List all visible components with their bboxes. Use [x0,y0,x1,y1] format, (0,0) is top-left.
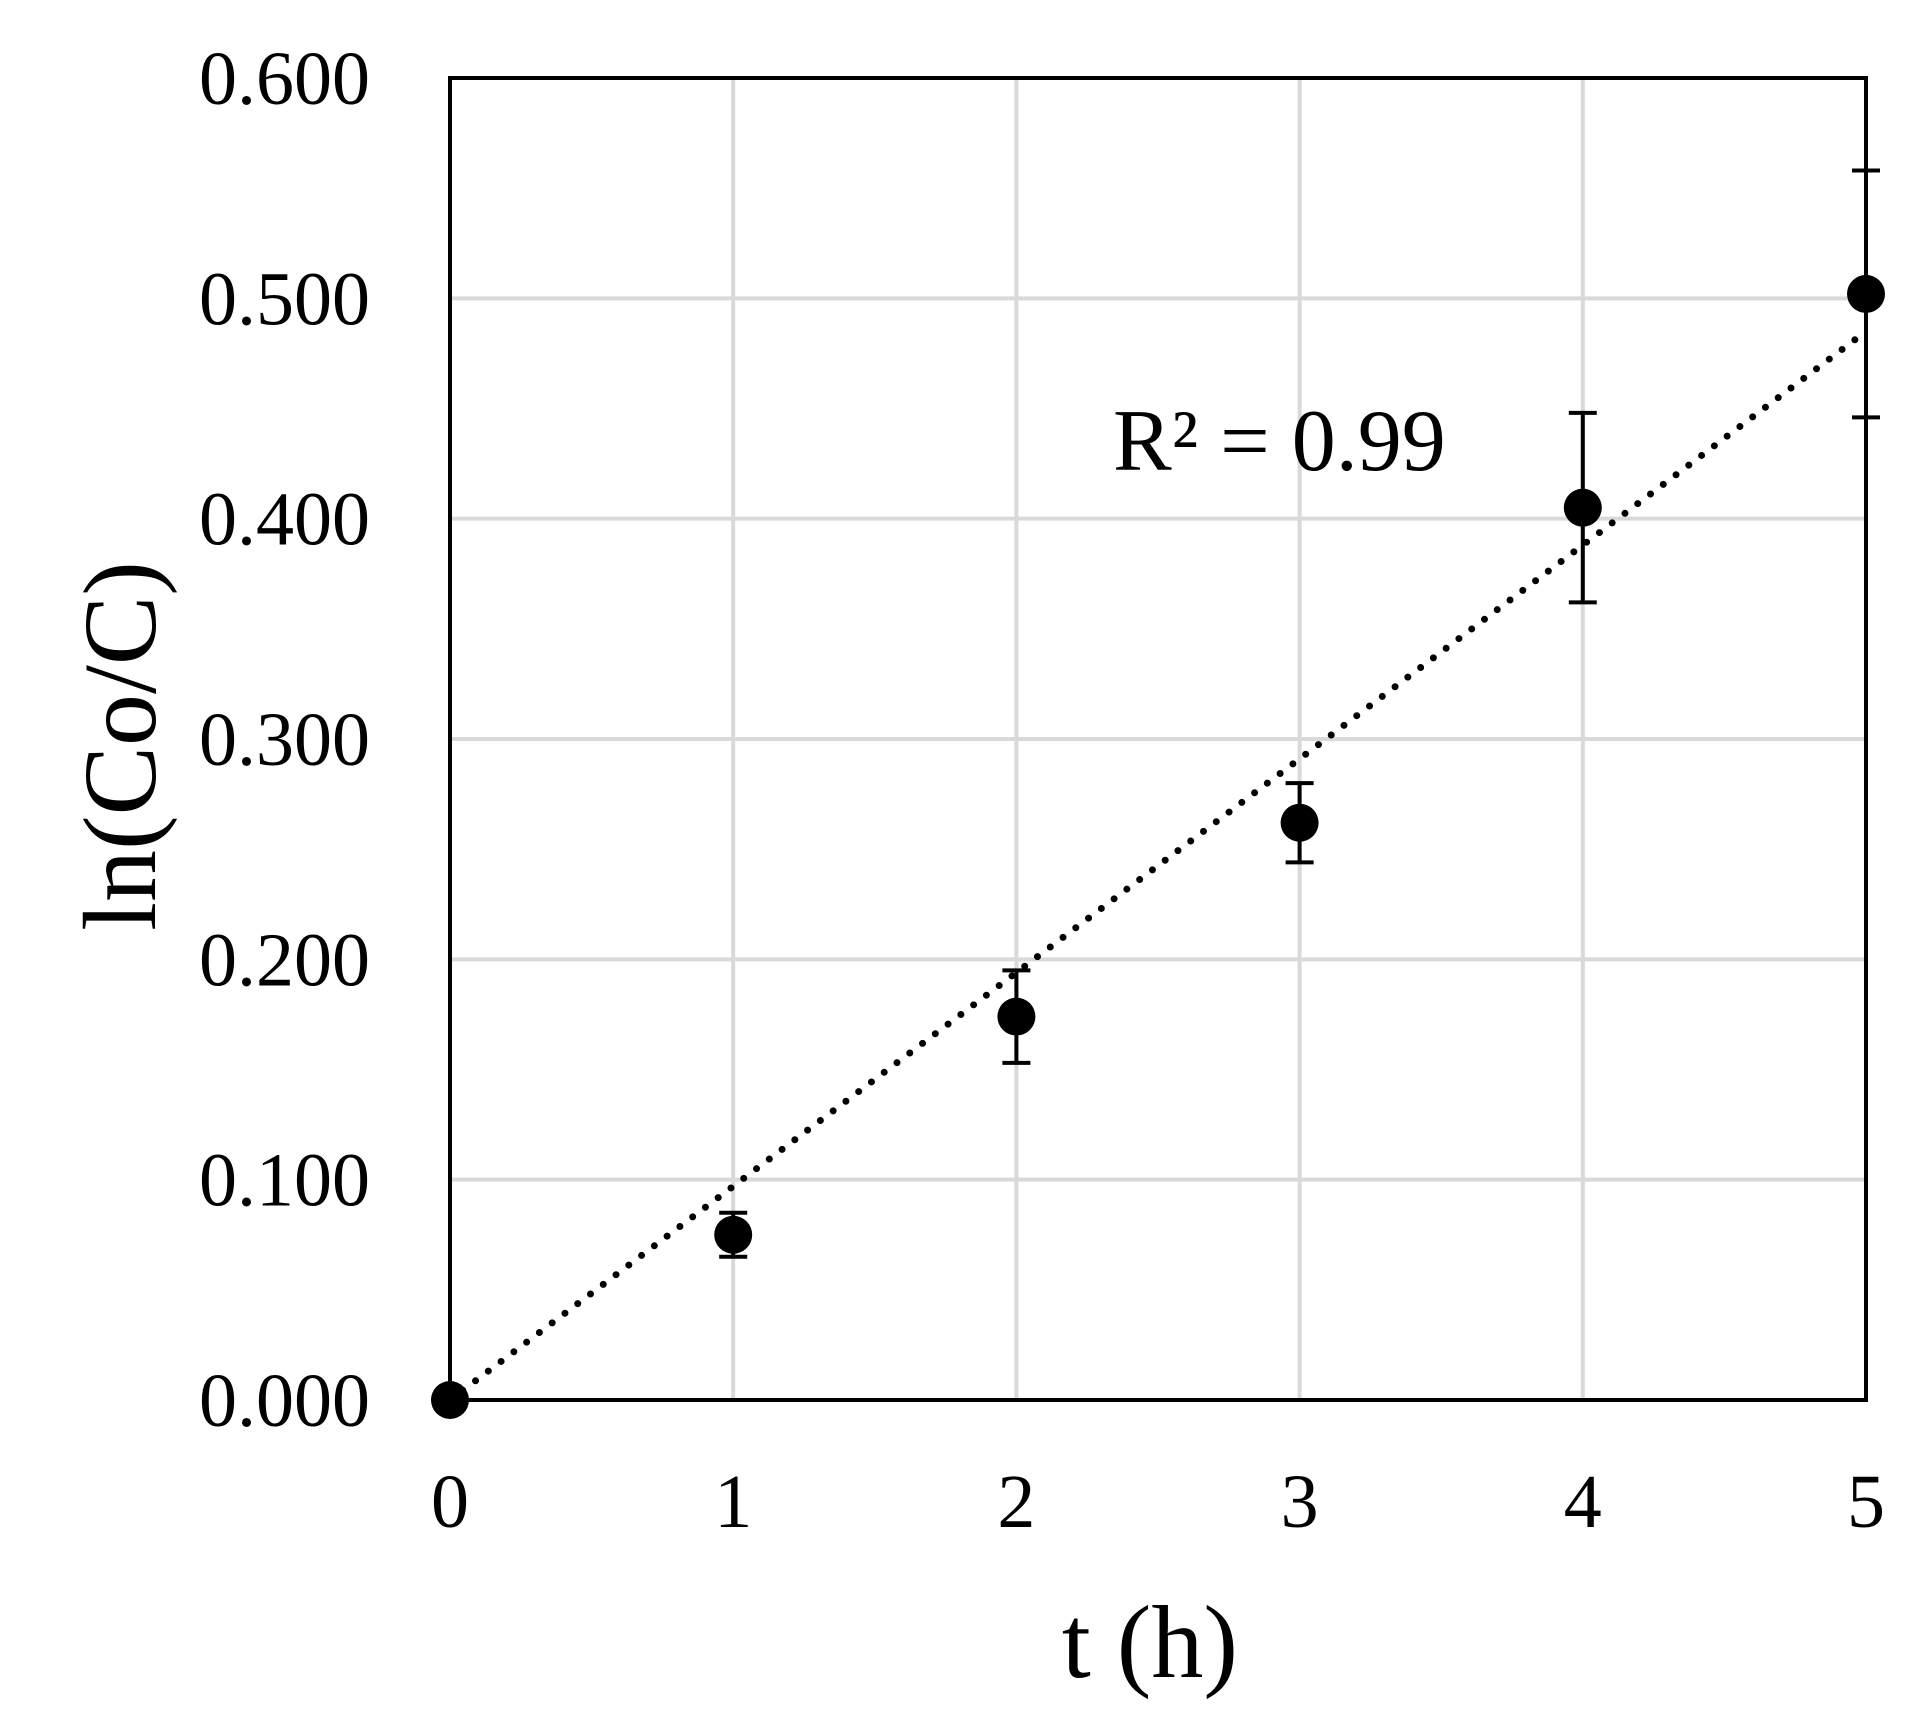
grid-layer [448,76,1868,1402]
data-point [714,1215,753,1254]
y-tick-label: 0.500 [199,257,370,341]
x-tick-label: 5 [1847,1460,1885,1544]
x-tick-label: 1 [714,1460,752,1544]
x-tick-label-layer: 0 1 2 3 4 5 [431,1460,1885,1544]
y-tick-label: 0.600 [199,37,370,121]
y-tick-label: 0.100 [199,1139,370,1223]
r-squared-annotation: R² = 0.99 [1113,393,1446,490]
plot-frame [448,76,1868,1402]
plot-frame-layer [448,76,1868,1402]
y-tick-label: 0.200 [199,918,370,1002]
x-tick-label: 0 [431,1460,469,1544]
data-point [1280,803,1319,842]
y-tick-label: 0.000 [199,1359,370,1443]
trendline [446,327,1870,1404]
trendline-layer [446,327,1870,1404]
data-point [1847,274,1885,313]
y-tick-label-layer: 0.000 0.100 0.200 0.300 0.400 0.500 0.600 [199,37,370,1443]
x-tick-label: 2 [997,1460,1035,1544]
x-tick-label: 4 [1564,1460,1602,1544]
y-axis-title: ln(Co/C) [63,561,178,931]
x-tick-label: 3 [1281,1460,1319,1544]
data-point-layer [431,274,1885,1419]
x-axis-title: t (h) [1062,1585,1238,1700]
data-point [1563,488,1602,527]
y-tick-label: 0.300 [199,698,370,782]
y-tick-label: 0.400 [199,478,370,562]
data-point [997,997,1036,1036]
data-point [431,1381,469,1419]
